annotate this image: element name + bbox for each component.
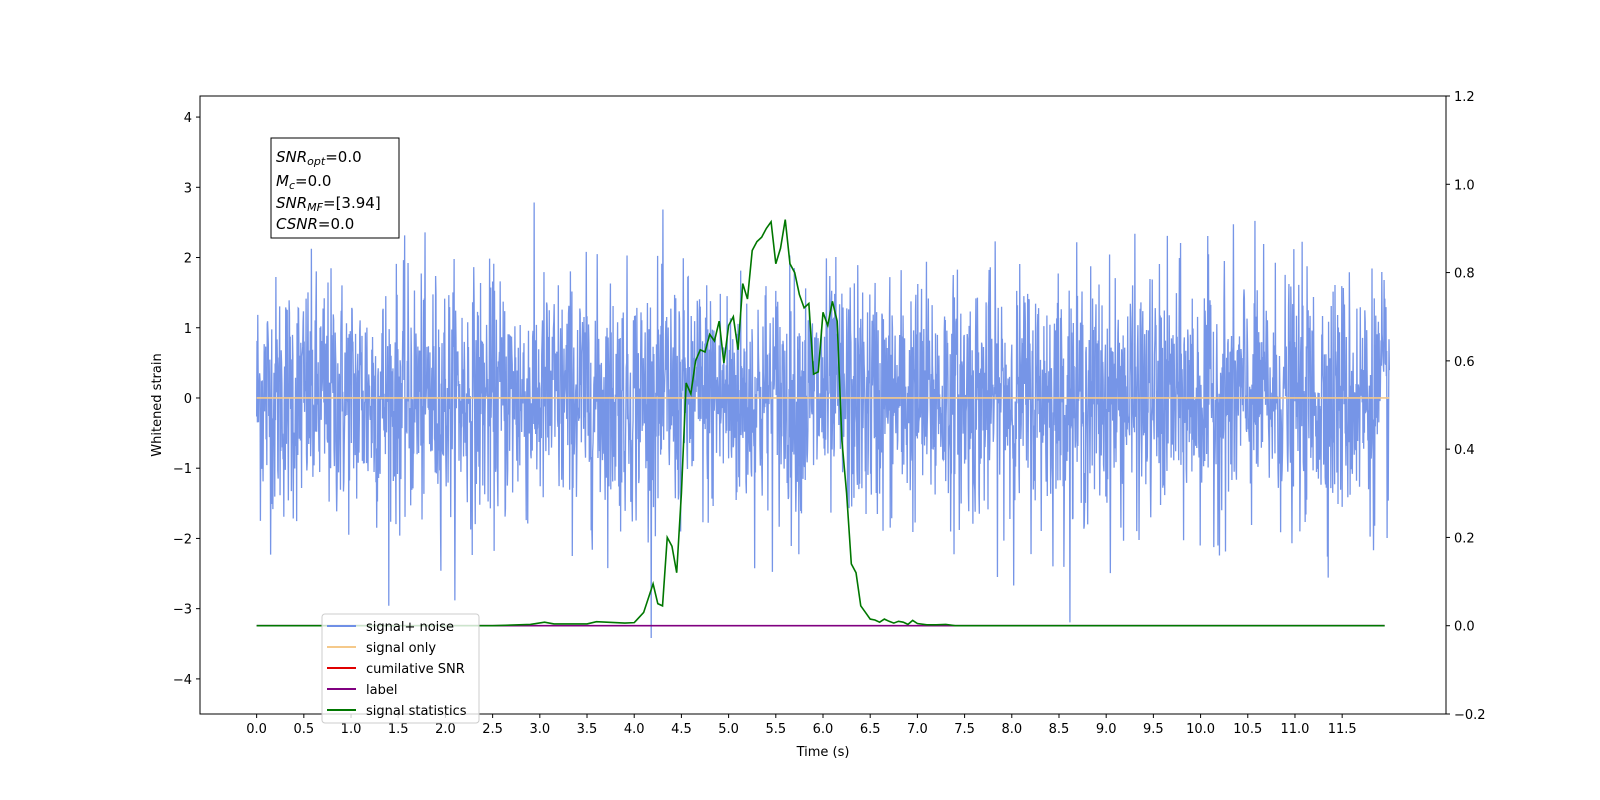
info-box: SNRopt=0.0 Mc=0.0 SNRMF=[3.94] CSNR=0.0 [270, 137, 400, 239]
x-tick-label: 1.0 [341, 722, 362, 737]
x-tick-label: 10.0 [1186, 722, 1215, 737]
x-tick-label: 3.0 [529, 722, 550, 737]
y-tick-label: 3 [184, 181, 192, 196]
x-tick-label: 3.5 [577, 722, 598, 737]
x-tick-label: 6.5 [860, 722, 881, 737]
x-tick-label: 9.5 [1143, 722, 1164, 737]
y-tick-label: −2 [173, 532, 192, 547]
x-tick-label: 11.5 [1328, 722, 1357, 737]
y-tick-label: −4 [173, 673, 192, 688]
y2-tick-label: 0.6 [1454, 355, 1475, 370]
series-signal-statistics [256, 219, 1385, 627]
legend-label-label: label [366, 683, 397, 698]
x-tick-label: 11.0 [1280, 722, 1309, 737]
x-tick-label: 6.0 [813, 722, 834, 737]
x-tick-label: 4.0 [624, 722, 645, 737]
y-tick-label: −3 [173, 603, 192, 618]
x-tick-label: 4.5 [671, 722, 692, 737]
info-snr-opt: SNRopt=0.0 [276, 148, 362, 168]
info-csnr: CSNR=0.0 [276, 215, 354, 233]
x-tick-label: 8.5 [1049, 722, 1070, 737]
x-tick-label: 8.0 [1001, 722, 1022, 737]
y-axis-label: Whitened strain [150, 353, 165, 456]
y-tick-label: 0 [184, 392, 192, 407]
info-mc: Mc=0.0 [276, 172, 331, 192]
y2-tick-label: 0.4 [1454, 443, 1475, 458]
series-signal-noise [255, 202, 1391, 639]
y-tick-label: 2 [184, 252, 192, 267]
legend-label-cumulative-snr: cumilative SNR [366, 662, 465, 677]
y2-tick-label: −0.2 [1454, 708, 1486, 723]
legend: signal+ noise signal only cumilative SNR… [321, 613, 480, 724]
legend-label-signal-only: signal only [366, 641, 436, 656]
x-tick-label: 5.5 [765, 722, 786, 737]
y2-tick-label: 1.2 [1454, 90, 1475, 105]
y-tick-label: 4 [184, 111, 192, 126]
x-tick-label: 1.5 [388, 722, 409, 737]
y-tick-label: 1 [184, 322, 192, 337]
x-tick-label: 2.5 [482, 722, 503, 737]
y-tick-label: −1 [173, 462, 192, 477]
x-tick-label: 0.0 [246, 722, 267, 737]
ticks: 0.0 0.5 1.0 1.5 2.0 2.5 3.0 3.5 4.0 4.5 5.0 5.5 6.0 6… [173, 90, 1486, 737]
y2-tick-label: 0.8 [1454, 267, 1475, 282]
y2-tick-label: 1.0 [1454, 178, 1475, 193]
x-tick-label: 2.0 [435, 722, 456, 737]
info-snr-mf: SNRMF=[3.94] [276, 194, 381, 214]
x-tick-label: 5.0 [718, 722, 739, 737]
legend-frame [321, 613, 480, 724]
info-box-frame [270, 137, 400, 239]
y2-tick-label: 0.0 [1454, 620, 1475, 635]
x-tick-label: 0.5 [293, 722, 314, 737]
y2-tick-label: 0.2 [1454, 531, 1475, 546]
x-tick-label: 7.5 [954, 722, 975, 737]
legend-label-signal-noise: signal+ noise [366, 620, 454, 635]
x-axis-label: Time (s) [796, 745, 850, 760]
x-tick-label: 9.0 [1096, 722, 1117, 737]
legend-label-signal-statistics: signal statistics [366, 704, 467, 719]
x-tick-label: 7.0 [907, 722, 928, 737]
x-tick-label: 10.5 [1233, 722, 1262, 737]
